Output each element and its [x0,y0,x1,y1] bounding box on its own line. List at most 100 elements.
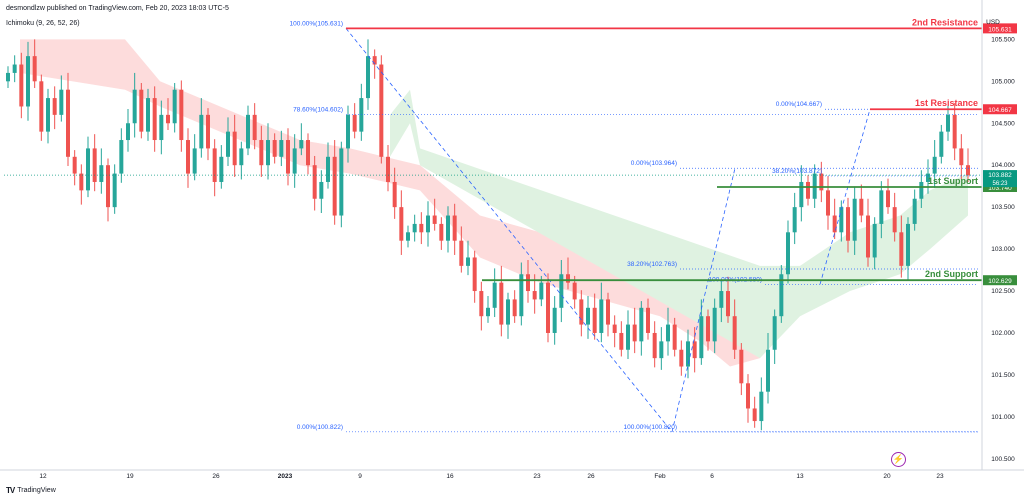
candle-body [179,89,184,141]
candle-body [186,140,190,174]
candle-body [479,291,484,317]
candle-body [252,114,257,141]
candle-body [799,181,804,208]
candle-body [299,140,304,149]
candle-body [859,198,864,216]
candle-body [679,349,684,367]
candle-body [206,114,210,149]
candle-body [332,156,337,216]
candle-body [792,207,797,233]
candle-body [872,223,877,258]
candle-body [639,307,644,342]
candle-body [659,341,664,359]
x-tick-label: 23 [533,473,541,480]
candle-body [719,291,724,308]
candle-body [839,207,844,233]
level-label: 1st Resistance [915,98,978,108]
candle-body [92,148,97,182]
candle-body [126,123,130,141]
candle-body [259,140,264,166]
bullish-cloud [390,89,968,359]
candle-body [772,316,777,350]
candle-body [212,148,217,182]
candle-body [892,207,897,233]
candle-body [739,349,744,384]
candle-body [312,165,317,199]
current-price-tag [983,170,1017,188]
tradingview-brand: TV TradingView [6,486,56,495]
y-tick-label: 101.000 [991,414,1015,421]
publisher-line: desmondlzw published on TradingView.com,… [6,5,229,12]
y-tick-label: 104.000 [991,162,1015,169]
candle-body [106,165,110,208]
x-tick-label: 6 [710,473,714,480]
candle-body [292,148,297,174]
fib-level-label: 0.00%(100.822) [297,424,343,431]
candle-body [966,165,970,176]
fib-level-label: 38.20%(102.763) [627,261,677,268]
candle-body [546,282,550,333]
candle-body [806,181,810,199]
candle-body [766,349,770,392]
candle-body [619,332,624,350]
price-tag-label: 104.667 [988,107,1012,114]
x-tick-label: 13 [796,473,804,480]
candle-body [672,324,677,350]
candle-body [592,307,597,333]
candle-body [472,257,477,292]
candle-body [906,223,910,266]
candle-body [19,64,24,107]
x-tick-label: 2023 [278,473,293,480]
candle-body [526,274,530,292]
candle-body [552,307,557,333]
candle-body [846,207,850,241]
lightning-icon[interactable]: ⚡ [891,452,906,467]
fib-level-label: 0.00%(103.964) [631,160,677,167]
candle-body [532,291,537,300]
candle-body [706,316,710,342]
candle-body [566,274,570,283]
x-tick-label: 26 [212,473,220,480]
candle-body [199,114,204,149]
y-tick-label: 104.500 [991,120,1015,127]
level-label: 1st Support [928,176,978,186]
candle-body [746,383,750,409]
candle-body [512,299,517,317]
candle-body [372,56,377,65]
candle-body [486,307,490,317]
candle-body [246,114,250,149]
candle-body [779,274,784,317]
candle-body [192,148,197,174]
y-tick-label: 103.500 [991,204,1015,211]
x-tick-label: Feb [654,473,666,480]
candle-body [306,140,310,166]
candle-body [899,232,904,266]
candle-body [466,257,470,266]
candle-body [712,307,717,342]
fib-level-label: 100.00%(105.631) [290,20,344,27]
candle-body [386,156,390,182]
candle-body [119,140,124,174]
candle-body [519,274,524,317]
candle-body [399,207,404,241]
price-tag-label: 105.631 [988,26,1012,33]
candle-body [319,181,324,199]
candle-body [439,223,444,241]
price-tag-label: 102.629 [988,278,1012,285]
candle-body [86,148,90,191]
candle-body [159,114,164,141]
candle-body [632,324,637,342]
candle-body [452,215,457,241]
candle-body [572,282,577,300]
candle-body [99,165,104,182]
candle-body [852,198,857,241]
candle-body [559,274,564,308]
indicator-legend[interactable]: Ichimoku (9, 26, 52, 26) [6,20,80,27]
candle-body [866,215,870,258]
fib-swing-line [819,109,871,285]
candle-body [932,156,937,174]
y-tick-label: 105.500 [991,36,1015,43]
fib-level-label: 0.00%(104.667) [776,101,822,108]
candle-body [952,114,957,149]
